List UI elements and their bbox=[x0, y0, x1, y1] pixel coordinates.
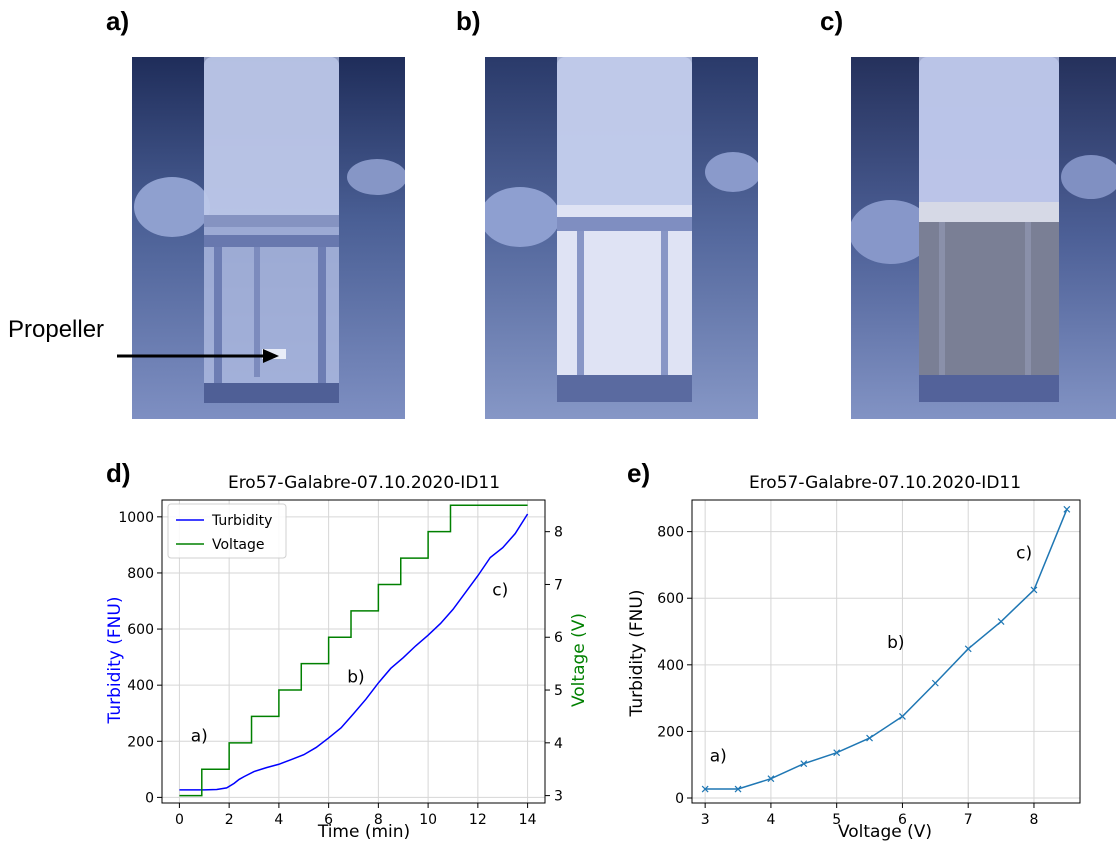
chart-d-xtick-label: 6 bbox=[324, 812, 333, 828]
data-point-marker bbox=[964, 645, 972, 653]
chart-d-frame bbox=[161, 499, 546, 804]
chart-e-xtick-label: 4 bbox=[766, 812, 775, 828]
turbidity-voltage-line bbox=[705, 509, 1068, 790]
panel-label-e: e) bbox=[627, 458, 651, 488]
chart-d-xtick-label: 2 bbox=[225, 812, 234, 828]
data-point-marker bbox=[899, 713, 906, 720]
chart-e-title: Ero57-Galabre-07.10.2020-ID11 bbox=[749, 473, 1021, 493]
voltage-series-line bbox=[179, 504, 528, 797]
turbidity-series-line bbox=[179, 513, 529, 791]
chart-d-xtick-label: 12 bbox=[469, 812, 487, 828]
propeller-arrow bbox=[117, 349, 279, 363]
chart-d-ylabel: Turbidity (FNU) bbox=[105, 597, 125, 725]
photo-clear-water bbox=[132, 57, 405, 419]
chart-e-annotation: b) bbox=[887, 633, 904, 653]
chart-d-ytick-label: 800 bbox=[127, 566, 154, 582]
chart-d-y2tick-label: 3 bbox=[554, 789, 563, 805]
data-point-marker bbox=[800, 760, 808, 768]
chart-d-annotation: a) bbox=[191, 726, 208, 746]
data-point-marker bbox=[1063, 505, 1071, 513]
chart-d-annotation: c) bbox=[492, 580, 508, 600]
legend-voltage-label: Voltage bbox=[212, 537, 265, 553]
chart-d-annotation: b) bbox=[347, 667, 364, 687]
data-point-marker bbox=[833, 749, 841, 757]
chart-e-ytick-label: 800 bbox=[657, 525, 684, 541]
chart-d-ytick-label: 0 bbox=[145, 790, 154, 806]
data-point-marker bbox=[701, 785, 709, 793]
chart-d-y2label: Voltage (V) bbox=[569, 613, 589, 707]
data-point-marker bbox=[931, 679, 939, 687]
chart-e-ytick-label: 200 bbox=[657, 724, 684, 740]
chart-d-xtick-label: 14 bbox=[519, 812, 537, 828]
chart-d-xtick-label: 4 bbox=[274, 812, 283, 828]
chart-e-frame bbox=[691, 499, 1081, 804]
data-point-marker bbox=[734, 785, 742, 793]
panel-label-a: a) bbox=[106, 6, 130, 36]
chart-e-xtick-label: 7 bbox=[964, 812, 973, 828]
legend-turbidity-label: Turbidity bbox=[211, 513, 272, 529]
photo-high-turbidity bbox=[851, 57, 1116, 419]
chart-e-ytick-label: 0 bbox=[675, 791, 684, 807]
chart-d-xtick-label: 10 bbox=[419, 812, 437, 828]
chart-e-xtick-label: 6 bbox=[898, 812, 907, 828]
chart-e-annotation: c) bbox=[1016, 543, 1032, 563]
chart-d-y2tick-label: 8 bbox=[554, 525, 563, 541]
chart-d-ytick-label: 200 bbox=[127, 734, 154, 750]
panel-label-d: d) bbox=[106, 458, 131, 488]
chart-e-xtick-label: 5 bbox=[832, 812, 841, 828]
chart-e-ytick-label: 400 bbox=[657, 658, 684, 674]
chart-d-y2tick-label: 5 bbox=[554, 683, 563, 699]
chart-d-y2tick-label: 4 bbox=[554, 736, 563, 752]
chart-d-xtick-label: 8 bbox=[374, 812, 383, 828]
chart-e-annotation: a) bbox=[710, 746, 727, 766]
chart-e-xtick-label: 3 bbox=[701, 812, 710, 828]
turbidity-vs-voltage-chart: Ero57-Galabre-07.10.2020-ID11 Voltage (V… bbox=[627, 473, 1081, 842]
chart-d-title: Ero57-Galabre-07.10.2020-ID11 bbox=[228, 473, 500, 493]
chart-d-ytick-label: 400 bbox=[127, 678, 154, 694]
chart-e-ytick-label: 600 bbox=[657, 591, 684, 607]
data-point-marker bbox=[767, 775, 775, 783]
chart-d-y2tick-label: 6 bbox=[554, 630, 563, 646]
chart-d-y2tick-label: 7 bbox=[554, 577, 563, 593]
chart-d-ytick-label: 600 bbox=[127, 622, 154, 638]
data-point-marker bbox=[866, 734, 873, 742]
chart-e-xlabel: Voltage (V) bbox=[838, 822, 932, 842]
turbidity-voltage-time-chart: Ero57-Galabre-07.10.2020-ID11 Time (min)… bbox=[105, 473, 589, 842]
photo-light-turbidity bbox=[485, 57, 758, 419]
chart-e-ylabel: Turbidity (FNU) bbox=[627, 590, 647, 718]
data-point-marker bbox=[1030, 586, 1038, 594]
panel-label-b: b) bbox=[456, 6, 481, 36]
chart-d-xtick-label: 0 bbox=[175, 812, 184, 828]
chart-e-xtick-label: 8 bbox=[1030, 812, 1039, 828]
chart-d-ytick-label: 1000 bbox=[118, 510, 154, 526]
propeller-label: Propeller bbox=[8, 316, 105, 343]
data-point-marker bbox=[997, 618, 1005, 625]
chart-d-xlabel: Time (min) bbox=[317, 822, 410, 842]
panel-label-c: c) bbox=[820, 6, 844, 36]
